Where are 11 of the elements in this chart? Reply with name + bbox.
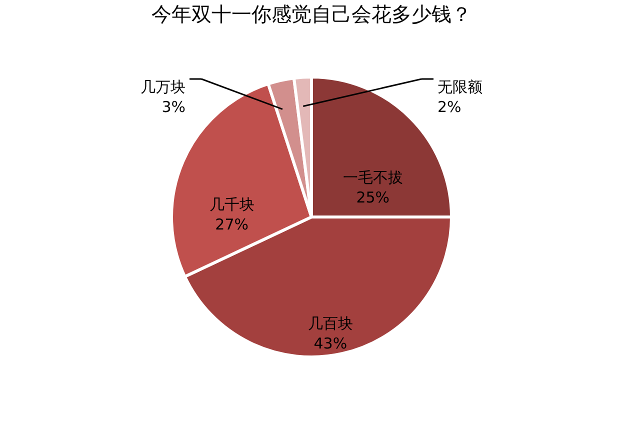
slice-label: 几万块	[140, 78, 186, 96]
slice-label: 一毛不拔	[342, 168, 403, 187]
data-label: 2%	[438, 98, 462, 116]
data-label: 43%	[314, 334, 348, 353]
slice-label: 无限额	[438, 78, 482, 96]
data-label: 25%	[356, 188, 390, 207]
chart-title: 今年双十一你感觉自己会花多少钱？	[152, 2, 472, 26]
data-label: 27%	[215, 216, 249, 234]
slice-label: 几千块	[209, 196, 254, 214]
slice-label: 几百块	[308, 314, 353, 333]
data-label: 3%	[162, 98, 186, 116]
